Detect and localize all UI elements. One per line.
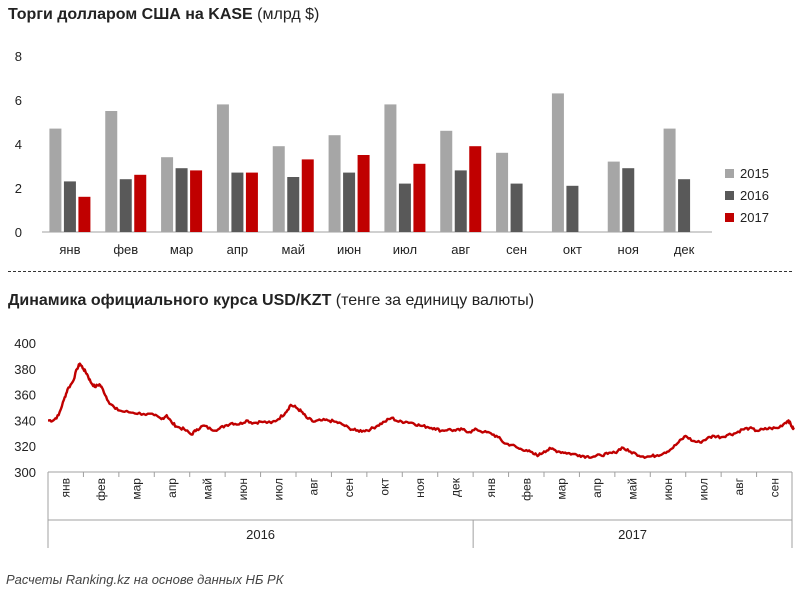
bar-2016-июн <box>343 172 356 232</box>
bar-2016-янв <box>63 181 76 232</box>
bar-2015-июн <box>328 135 341 232</box>
line-month-label: фев <box>519 478 533 501</box>
bar-2015-дек <box>663 128 676 232</box>
bar-2015-фев <box>105 111 118 232</box>
bar-x-tick-label: дек <box>674 242 695 257</box>
legend-swatch-2017 <box>725 213 734 222</box>
line-month-label: сен <box>767 478 781 497</box>
line-month-label: июн <box>661 478 675 500</box>
line-month-label: ноя <box>413 478 427 498</box>
bar-chart-title-main: Торги долларом США на KASE <box>8 6 253 23</box>
bar-2016-окт <box>566 185 579 232</box>
line-chart-title-unit: (тенге за единицу валюты) <box>331 292 535 309</box>
bar-2016-июл <box>398 183 411 232</box>
line-year-label: 2016 <box>246 527 275 542</box>
bar-2017-фев <box>134 174 147 232</box>
line-month-label: мар <box>555 478 569 500</box>
line-month-label: май <box>200 478 214 500</box>
line-year-label: 2017 <box>618 527 647 542</box>
bar-2015-сен <box>496 152 509 232</box>
bar-2015-ноя <box>607 161 620 232</box>
bar-2017-июл <box>413 163 426 232</box>
bar-2016-фев <box>119 179 132 232</box>
legend-label-2016: 2016 <box>740 188 769 203</box>
bar-x-tick-label: окт <box>563 242 582 257</box>
bar-2016-авг <box>454 170 467 232</box>
bar-2017-апр <box>245 172 258 232</box>
usd-kzt-rate-line <box>47 362 795 459</box>
bar-2016-ноя <box>622 168 635 232</box>
line-month-label: май <box>626 478 640 500</box>
line-month-label: июн <box>236 478 250 500</box>
line-month-label: авг <box>732 477 746 495</box>
line-month-label: фев <box>94 478 108 501</box>
bar-y-tick-label: 4 <box>15 137 22 152</box>
line-month-label: дек <box>448 477 462 497</box>
line-y-tick-label: 300 <box>14 465 36 480</box>
line-month-label: янв <box>59 478 73 498</box>
source-note: Расчеты Ranking.kz на основе данных НБ Р… <box>6 572 284 587</box>
line-chart-title-main: Динамика официального курса USD/KZT <box>8 292 332 309</box>
bar-y-tick-label: 0 <box>15 225 22 240</box>
section-divider <box>8 271 792 272</box>
line-y-tick-label: 360 <box>14 388 36 403</box>
line-y-tick-label: 340 <box>14 413 36 428</box>
bar-2017-авг <box>469 146 482 232</box>
bar-2015-июл <box>384 104 397 232</box>
bar-2016-дек <box>678 179 691 232</box>
line-month-label: апр <box>165 478 179 498</box>
line-chart-title: Динамика официального курса USD/KZT (тен… <box>8 292 534 310</box>
bar-2017-июн <box>357 155 370 232</box>
bar-2015-окт <box>551 93 564 233</box>
bar-x-tick-label: июн <box>337 242 361 257</box>
bar-chart-title: Торги долларом США на KASE (млрд $) <box>8 6 319 24</box>
bar-x-tick-label: ноя <box>618 242 639 257</box>
bar-x-tick-label: янв <box>59 242 80 257</box>
line-month-label: авг <box>307 477 321 495</box>
line-month-label: апр <box>590 478 604 498</box>
bar-2017-май <box>301 159 314 232</box>
bar-x-tick-label: фев <box>113 242 138 257</box>
bar-2017-янв <box>78 196 91 232</box>
bar-2016-апр <box>231 172 244 232</box>
bar-2017-мар <box>190 170 203 232</box>
line-month-label: янв <box>484 478 498 498</box>
bar-x-tick-label: апр <box>227 242 249 257</box>
bar-2016-сен <box>510 183 523 232</box>
legend-label-2017: 2017 <box>740 210 769 225</box>
line-month-label: сен <box>342 478 356 497</box>
line-y-tick-label: 320 <box>14 439 36 454</box>
legend-label-2015: 2015 <box>740 166 769 181</box>
line-month-label: июл <box>696 478 710 500</box>
line-month-label: мар <box>130 478 144 500</box>
bar-y-tick-label: 8 <box>15 49 22 64</box>
line-y-tick-label: 380 <box>14 362 36 377</box>
line-month-label: окт <box>378 478 392 496</box>
legend-swatch-2015 <box>725 169 734 178</box>
bar-x-tick-label: мар <box>170 242 193 257</box>
bar-x-tick-label: июл <box>393 242 417 257</box>
bar-y-tick-label: 2 <box>15 181 22 196</box>
bar-x-tick-label: сен <box>506 242 527 257</box>
bar-2015-апр <box>216 104 229 232</box>
bar-x-tick-label: авг <box>451 242 470 257</box>
bar-chart-title-unit: (млрд $) <box>252 6 320 23</box>
bar-2015-май <box>272 146 285 232</box>
bar-y-tick-label: 6 <box>15 93 22 108</box>
bar-2015-мар <box>161 157 174 232</box>
bar-2016-мар <box>175 168 188 232</box>
bar-2015-янв <box>49 128 62 232</box>
bar-2016-май <box>287 177 300 232</box>
line-y-tick-label: 400 <box>14 336 36 351</box>
legend-swatch-2016 <box>725 191 734 200</box>
line-month-label: июл <box>271 478 285 500</box>
bar-2015-авг <box>440 130 453 232</box>
bar-x-tick-label: май <box>282 242 305 257</box>
